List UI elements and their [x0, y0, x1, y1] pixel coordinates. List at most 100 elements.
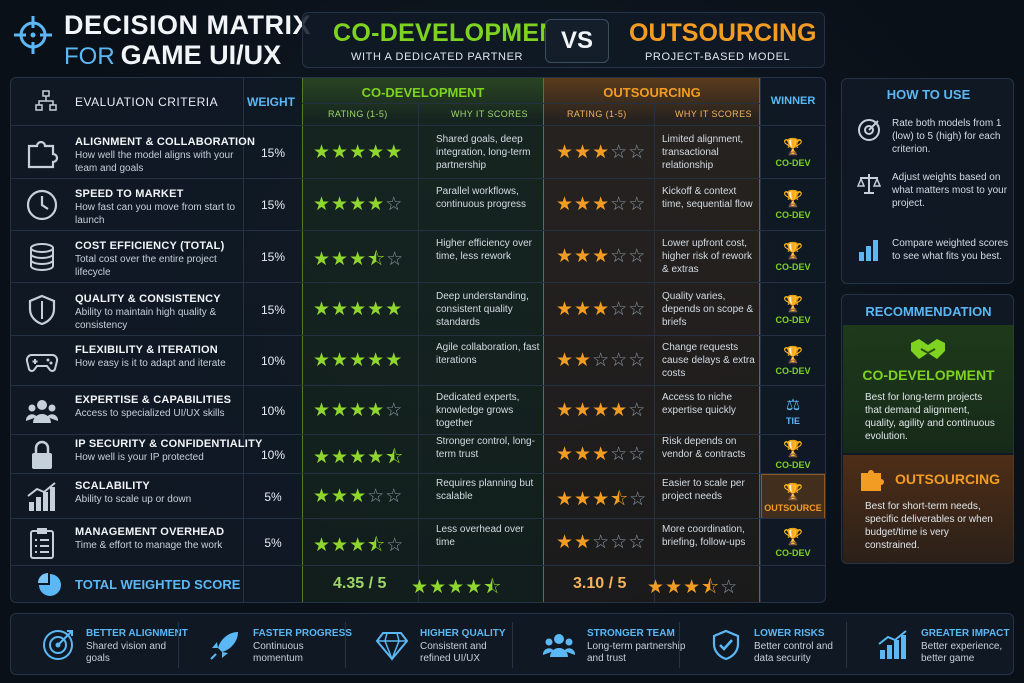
codev-column-bg: [302, 78, 544, 602]
out-rating-stars: ★★★☆☆: [556, 141, 646, 164]
star: ★: [331, 141, 350, 163]
criteria-row: SPEED TO MARKET How fast can you move fr…: [11, 178, 825, 230]
vs-banner: CO-DEVELOPMENT WITH A DEDICATED PARTNER …: [302, 12, 825, 68]
benefit-item: LOWER RISKS Better control and data secu…: [679, 614, 846, 674]
out-why: Quality varies, depends on scope & brief…: [662, 290, 754, 328]
star: ★: [367, 298, 386, 320]
winner-cell: 🏆 CO-DEV: [761, 283, 825, 336]
benefit-title: BETTER ALIGNMENT: [86, 628, 188, 639]
star: ★: [556, 399, 575, 421]
codev-rating-stars: ★★★⯪☆: [313, 245, 404, 277]
criteria-title: SCALABILITY: [75, 479, 150, 492]
star: ★: [349, 485, 368, 507]
out-rating-stars: ★★★☆☆: [556, 443, 646, 466]
recommendation-title: RECOMMENDATION: [865, 304, 992, 319]
out-why: Easier to scale per project needs: [662, 477, 745, 502]
page-subtitle: FOR GAME UI/UX: [64, 40, 281, 71]
star: ☆: [628, 531, 647, 553]
criteria-row: IP SECURITY & CONFIDENTIALITY How well i…: [11, 434, 825, 473]
star: ★: [592, 246, 611, 267]
star: ★: [574, 246, 593, 267]
star: ★: [367, 141, 386, 163]
winner-label: CO-DEV: [775, 366, 811, 376]
growth-chart-icon: [878, 630, 907, 659]
star: ☆: [629, 488, 648, 510]
codev-header: CO-DEVELOPMENT: [361, 85, 485, 100]
team-icon: [25, 399, 59, 423]
criteria-title: QUALITY & CONSISTENCY: [75, 292, 221, 305]
divider: [418, 103, 419, 602]
benefit-divider: [846, 622, 847, 668]
star: ★: [349, 350, 368, 371]
star: ☆: [386, 249, 405, 270]
shield-icon: [28, 294, 56, 325]
star: ★: [574, 298, 593, 320]
handshake-icon: [911, 339, 945, 359]
benefit-title: FASTER PROGRESS: [253, 628, 352, 639]
star: ☆: [628, 246, 647, 267]
shield-check-icon: [712, 629, 740, 661]
trophy-icon: 🏆: [783, 243, 803, 260]
codev-rating-stars: ★★★★★: [313, 298, 403, 321]
winner-cell: 🏆 CO-DEV: [761, 519, 825, 566]
criteria-row: ALIGNMENT & COLLABORATION How well the m…: [11, 125, 825, 178]
recommendation-codev-desc: Best for long-term projects that demand …: [865, 392, 995, 442]
codev-rating-subheader: RATING (1-5): [328, 109, 388, 119]
how-item-text: Rate both models from 1 (low) to 5 (high…: [892, 118, 1002, 155]
criteria-title: EXPERTISE & CAPABILITIES: [75, 393, 232, 406]
benefit-item: GREATER IMPACT Better experience, better…: [846, 614, 1013, 674]
star: ★: [331, 194, 350, 215]
page-title: DECISION MATRIX: [64, 10, 312, 40]
star: ★: [610, 399, 629, 421]
star: ★: [367, 194, 386, 215]
star: ★: [367, 350, 386, 371]
criteria-header: EVALUATION CRITERIA: [75, 95, 219, 109]
star: ☆: [367, 485, 386, 507]
trophy-icon: 🏆: [783, 191, 803, 208]
star: ★: [465, 577, 484, 598]
benefit-desc: Long-term partnership and trust: [587, 641, 686, 664]
winner-cell: 🏆 OUTSOURCE: [761, 474, 825, 519]
benefit-divider: [178, 622, 179, 668]
winner-label: CO-DEV: [775, 547, 811, 558]
star: ★: [574, 443, 593, 465]
divider: [243, 78, 244, 602]
star: ★: [331, 350, 350, 371]
star: ☆: [610, 298, 629, 320]
criteria-title: MANAGEMENT OVERHEAD: [75, 525, 225, 538]
star: ★: [313, 446, 332, 468]
trophy-icon: 🏆: [783, 295, 803, 313]
winner-cell: 🏆 CO-DEV: [761, 336, 825, 386]
benefit-divider: [679, 622, 680, 668]
codev-total-stars: ★★★★⯪: [411, 573, 502, 605]
vs-badge: VS: [545, 19, 609, 63]
star: ☆: [628, 298, 647, 320]
star: ★: [411, 577, 430, 598]
codev-why: Less overhead over time: [436, 523, 524, 548]
codev-total-score: 4.35 / 5: [333, 575, 387, 592]
star: ☆: [592, 350, 611, 371]
codev-why: Dedicated experts, knowledge grows toget…: [436, 391, 520, 429]
out-rating-stars: ★★★☆☆: [556, 193, 646, 216]
out-rating-stars: ★★★☆☆: [556, 298, 646, 321]
criteria-description: Time & effort to manage the work: [75, 539, 223, 551]
criteria-description: How well the model aligns with your team…: [75, 149, 234, 174]
criteria-row: FLEXIBILITY & ITERATION How easy is it t…: [11, 335, 825, 385]
trophy-icon: 🏆: [783, 483, 803, 501]
criteria-weight: 5%: [264, 535, 282, 550]
star: ★: [683, 577, 702, 598]
benefit-desc: Consistent and refined UI/UX: [420, 641, 487, 664]
star: ☆: [628, 194, 647, 215]
divider: [654, 103, 655, 602]
star: ★: [313, 485, 332, 507]
star: ★: [349, 141, 368, 163]
recommendation-codev-name: CO-DEVELOPMENT: [862, 367, 995, 383]
codev-why: Requires planning but scalable: [436, 477, 534, 502]
winner-label: CO-DEV: [775, 157, 811, 168]
star: ★: [349, 534, 368, 556]
winner-label: TIE: [785, 415, 800, 426]
criteria-description: How well is your IP protected: [75, 451, 204, 463]
codev-rating-stars: ★★★★★: [313, 349, 403, 372]
star: ⯪: [385, 446, 405, 468]
star: ☆: [628, 350, 647, 371]
